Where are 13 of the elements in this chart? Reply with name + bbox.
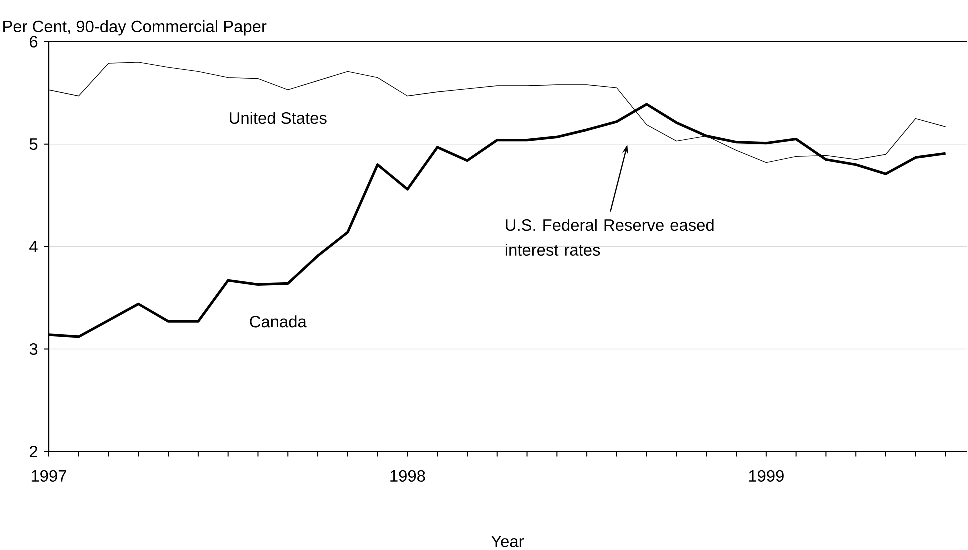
y-tick-label: 6 bbox=[30, 36, 38, 48]
x-tick-label: 1999 bbox=[749, 470, 784, 482]
x-tick-label: 1998 bbox=[390, 470, 426, 482]
x-tick-label: 1997 bbox=[32, 470, 66, 482]
y-tick-label: 2 bbox=[30, 446, 38, 458]
x-axis-title: Year bbox=[491, 536, 524, 548]
annotation: U.S. Federal Reserve eased interest rates bbox=[506, 219, 714, 256]
series-label: Canada bbox=[250, 316, 307, 328]
y-axis-title: Per Cent, 90-day Commercial Paper bbox=[4, 20, 267, 36]
y-tick-label: 5 bbox=[30, 138, 38, 150]
y-tick-label: 4 bbox=[30, 241, 38, 253]
series-label: United States bbox=[230, 112, 327, 124]
y-tick-label: 3 bbox=[30, 344, 38, 356]
